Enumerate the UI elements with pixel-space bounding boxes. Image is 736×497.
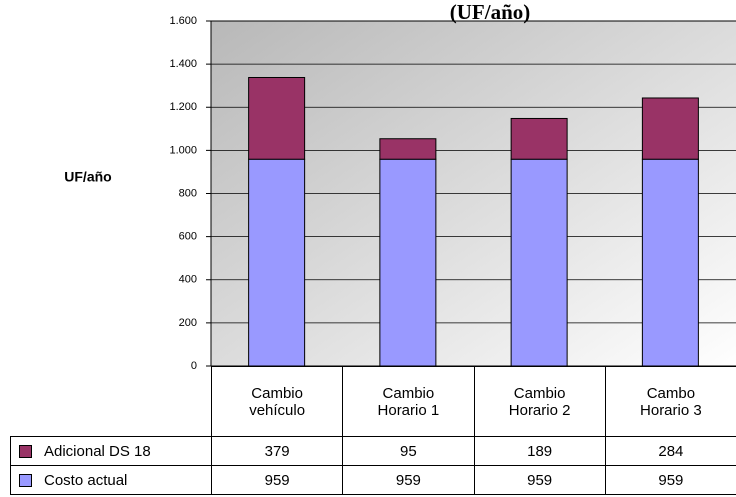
table-value: 959 — [342, 465, 475, 495]
bar-segment — [248, 76, 306, 160]
bar-segment — [379, 158, 437, 367]
category-label: Cambio Horario 1 — [342, 366, 475, 437]
chart-title: (UF/año) — [450, 0, 531, 24]
bar-segment — [641, 97, 699, 160]
y-tick-label: 1.400 — [169, 58, 197, 70]
legend-entry: Adicional DS 18 — [10, 436, 212, 466]
y-tick-label: 800 — [179, 187, 197, 199]
y-tick-label: 600 — [179, 231, 197, 243]
y-tick-label: 200 — [179, 317, 197, 329]
table-value: 284 — [604, 436, 736, 466]
category-label: Cambio Horario 2 — [473, 366, 606, 437]
legend-label: Adicional DS 18 — [44, 442, 151, 460]
y-axis-label: UF/año — [64, 169, 111, 185]
legend-swatch — [19, 473, 32, 487]
legend-swatch — [19, 444, 32, 458]
bar-segment — [510, 158, 568, 367]
table-value: 189 — [473, 436, 606, 466]
bar-segment — [641, 158, 699, 367]
bar-segment — [379, 138, 437, 160]
y-tick-label: 400 — [179, 274, 197, 286]
bar-segment — [248, 158, 306, 367]
legend-entry: Costo actual — [10, 465, 212, 495]
y-tick-label: 1.600 — [169, 15, 197, 27]
y-tick-label: 0 — [191, 360, 197, 372]
table-value: 959 — [473, 465, 606, 495]
table-value: 379 — [211, 436, 344, 466]
bar-segment — [510, 117, 568, 160]
y-tick-label: 1.000 — [169, 144, 197, 156]
category-label: Cambio vehículo — [211, 366, 344, 437]
category-label: Cambo Horario 3 — [604, 366, 736, 437]
table-value: 959 — [604, 465, 736, 495]
table-value: 959 — [211, 465, 344, 495]
legend-label: Costo actual — [44, 471, 128, 489]
table-value: 95 — [342, 436, 475, 466]
y-tick-label: 1.200 — [169, 101, 197, 113]
